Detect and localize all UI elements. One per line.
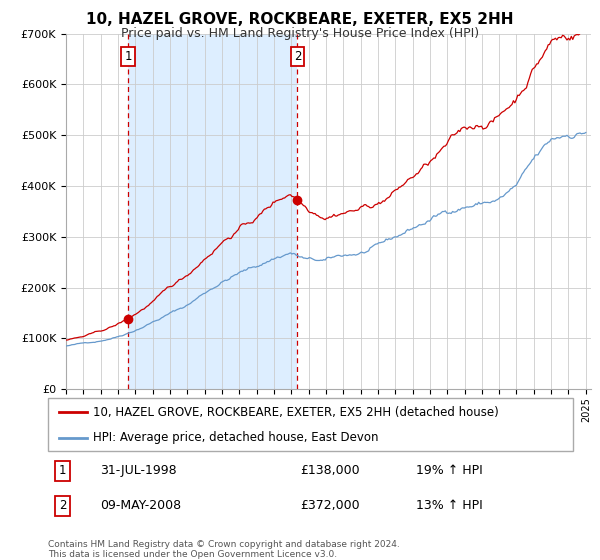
Bar xyxy=(128,34,298,389)
Text: Price paid vs. HM Land Registry's House Price Index (HPI): Price paid vs. HM Land Registry's House … xyxy=(121,27,479,40)
Text: 10, HAZEL GROVE, ROCKBEARE, EXETER, EX5 2HH (detached house): 10, HAZEL GROVE, ROCKBEARE, EXETER, EX5 … xyxy=(92,406,499,419)
Text: Contains HM Land Registry data © Crown copyright and database right 2024.: Contains HM Land Registry data © Crown c… xyxy=(48,540,400,549)
Text: 1: 1 xyxy=(59,464,67,478)
FancyBboxPatch shape xyxy=(48,398,573,451)
Text: £372,000: £372,000 xyxy=(300,499,359,512)
Text: This data is licensed under the Open Government Licence v3.0.: This data is licensed under the Open Gov… xyxy=(48,550,337,559)
Text: £138,000: £138,000 xyxy=(300,464,359,478)
Text: 09-MAY-2008: 09-MAY-2008 xyxy=(101,499,182,512)
Text: 1: 1 xyxy=(124,50,132,63)
Text: 13% ↑ HPI: 13% ↑ HPI xyxy=(415,499,482,512)
Text: 2: 2 xyxy=(294,50,301,63)
Text: 2: 2 xyxy=(59,499,67,512)
Text: HPI: Average price, detached house, East Devon: HPI: Average price, detached house, East… xyxy=(92,431,378,444)
Text: 31-JUL-1998: 31-JUL-1998 xyxy=(101,464,177,478)
Text: 19% ↑ HPI: 19% ↑ HPI xyxy=(415,464,482,478)
Text: 10, HAZEL GROVE, ROCKBEARE, EXETER, EX5 2HH: 10, HAZEL GROVE, ROCKBEARE, EXETER, EX5 … xyxy=(86,12,514,27)
